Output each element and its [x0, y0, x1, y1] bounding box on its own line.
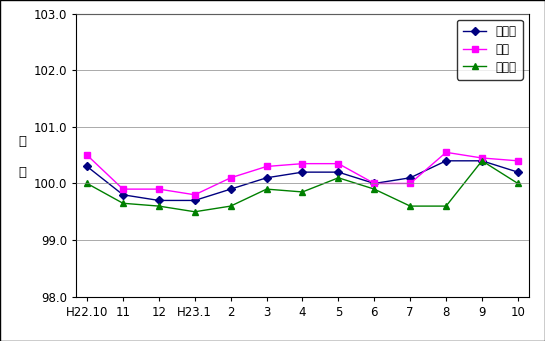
Legend: 三重県, 津市, 松阪市: 三重県, 津市, 松阪市: [457, 19, 523, 80]
松阪市: [514, 181, 521, 186]
津市: [443, 150, 449, 154]
三重県: [227, 187, 234, 191]
津市: [191, 193, 198, 197]
Text: 指: 指: [18, 134, 26, 148]
松阪市: [371, 187, 378, 191]
松阪市: [227, 204, 234, 208]
津市: [299, 162, 306, 166]
津市: [371, 181, 378, 186]
Text: 数: 数: [18, 166, 26, 179]
津市: [335, 162, 342, 166]
松阪市: [479, 159, 485, 163]
Line: 松阪市: 松阪市: [83, 157, 522, 215]
津市: [84, 153, 90, 157]
松阪市: [299, 190, 306, 194]
三重県: [156, 198, 162, 203]
松阪市: [191, 210, 198, 214]
松阪市: [407, 204, 414, 208]
松阪市: [263, 187, 270, 191]
津市: [263, 164, 270, 168]
三重県: [443, 159, 449, 163]
Line: 津市: 津市: [84, 149, 521, 198]
三重県: [479, 159, 485, 163]
三重県: [299, 170, 306, 174]
津市: [407, 181, 414, 186]
三重県: [407, 176, 414, 180]
松阪市: [443, 204, 449, 208]
三重県: [84, 164, 90, 168]
三重県: [191, 198, 198, 203]
津市: [120, 187, 126, 191]
三重県: [371, 181, 378, 186]
津市: [156, 187, 162, 191]
三重県: [335, 170, 342, 174]
松阪市: [84, 181, 90, 186]
津市: [514, 159, 521, 163]
松阪市: [156, 204, 162, 208]
三重県: [263, 176, 270, 180]
松阪市: [335, 176, 342, 180]
津市: [227, 176, 234, 180]
Line: 三重県: 三重県: [84, 158, 520, 203]
松阪市: [120, 201, 126, 205]
三重県: [514, 170, 521, 174]
三重県: [120, 193, 126, 197]
津市: [479, 156, 485, 160]
